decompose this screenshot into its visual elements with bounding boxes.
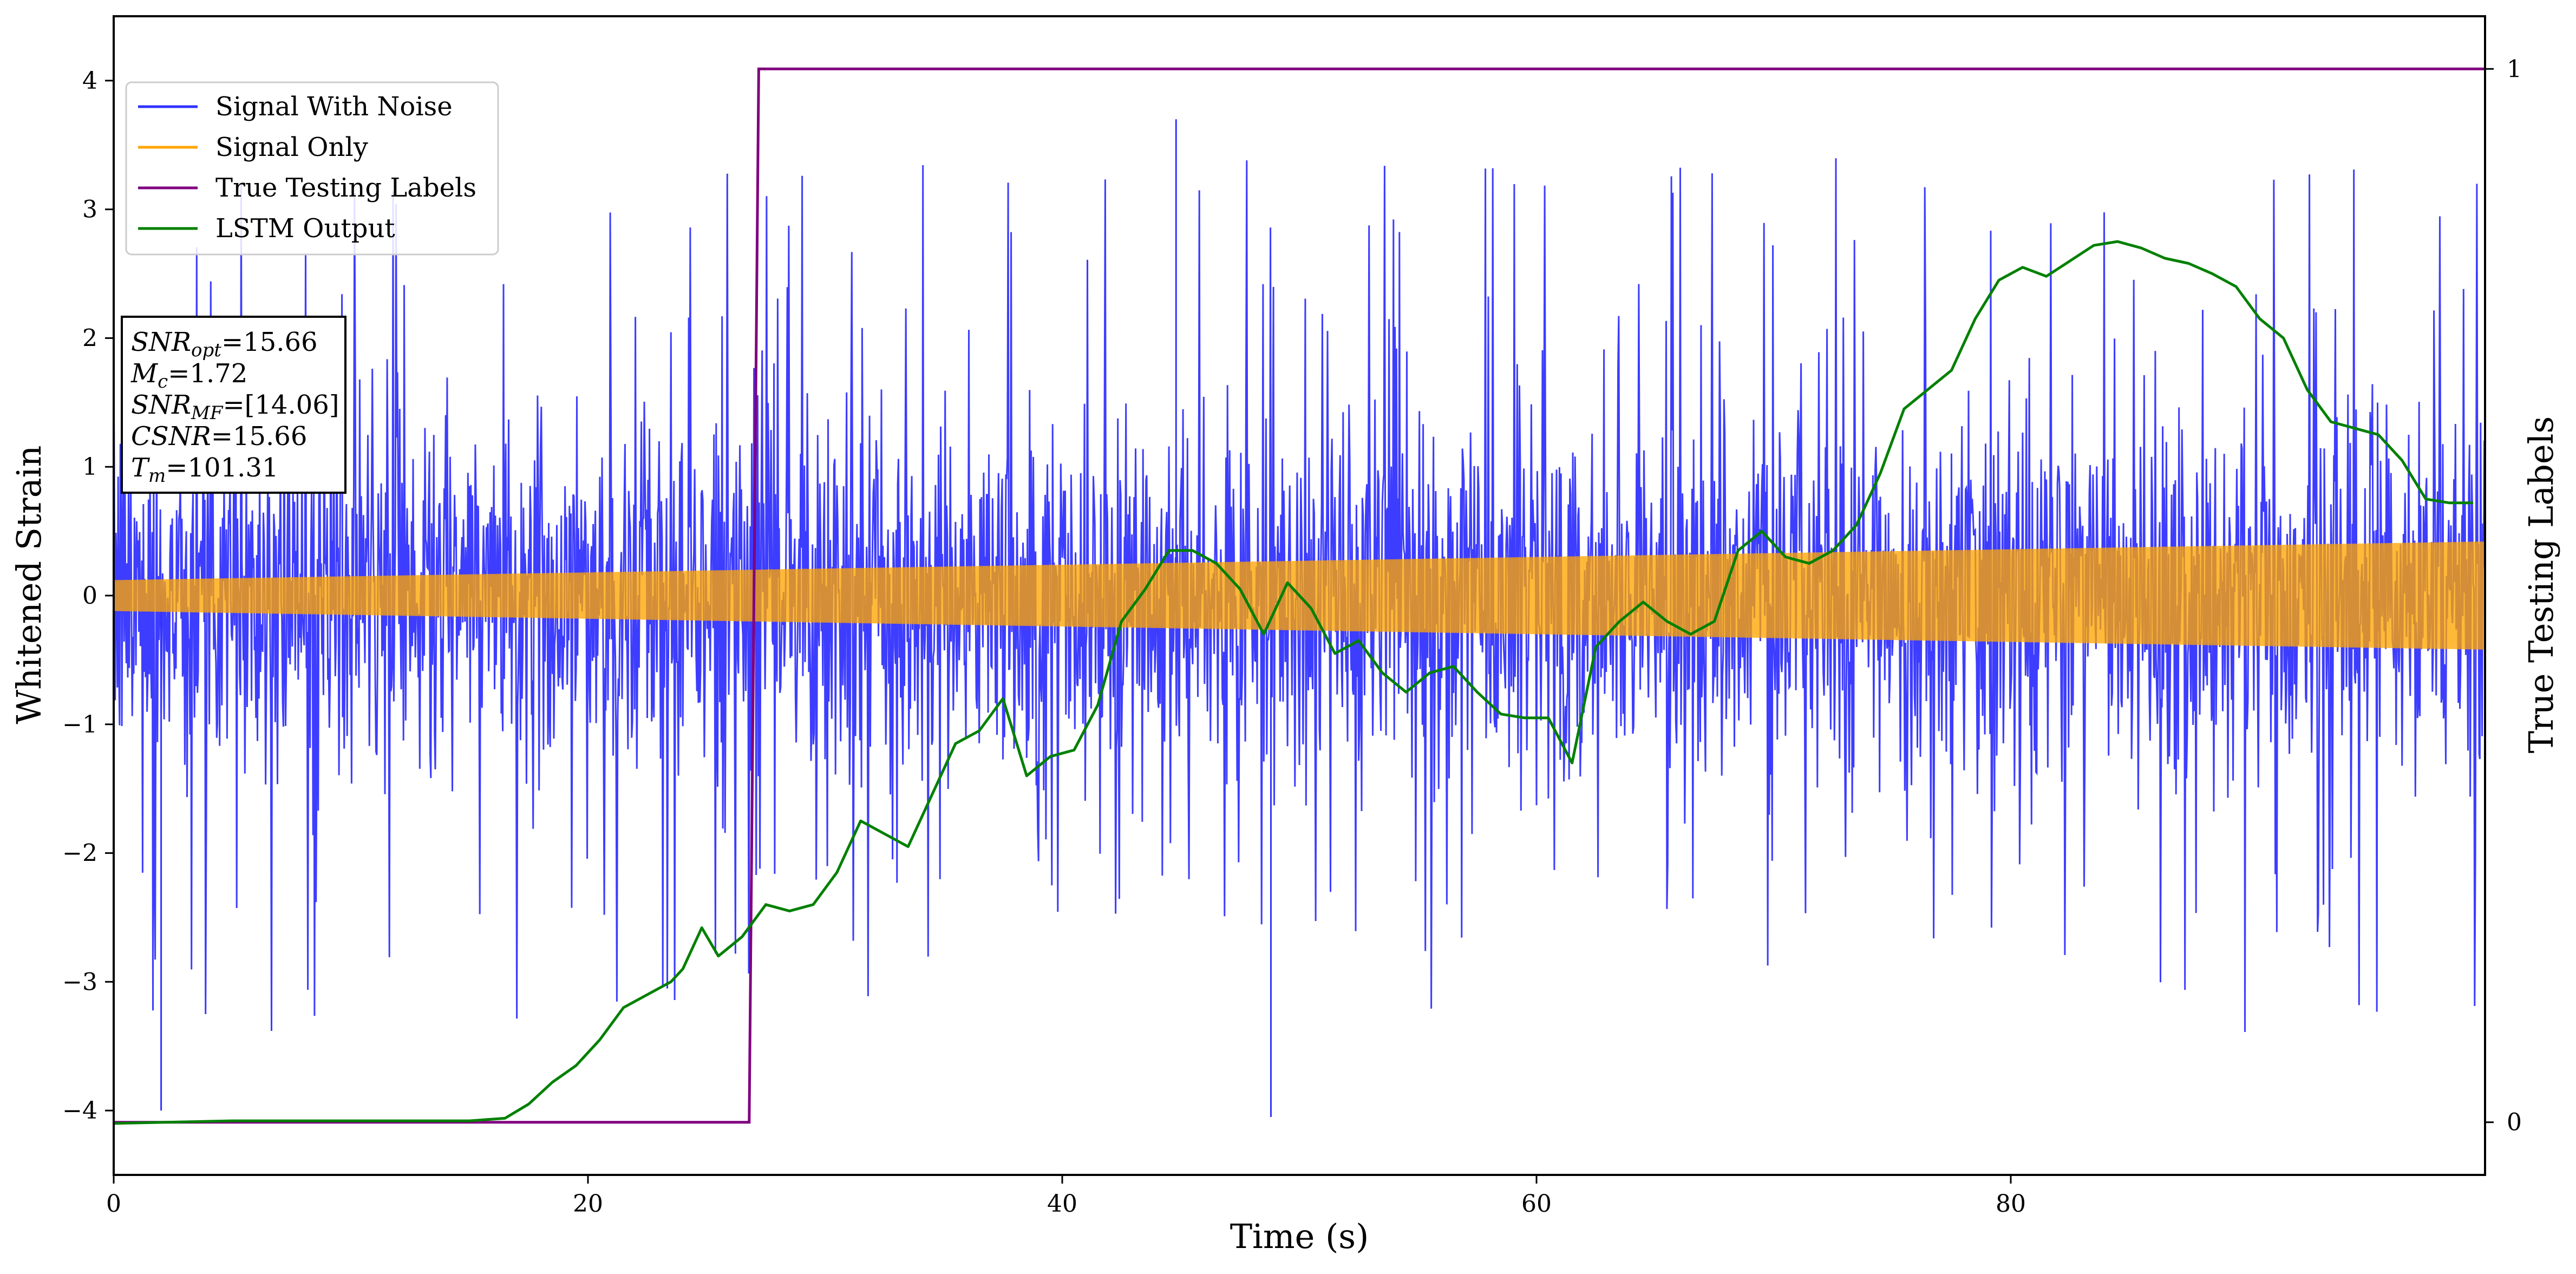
info-box-frame [121, 316, 346, 494]
y-tick-label: −4 [62, 1097, 97, 1125]
y-tick-label: −2 [62, 840, 97, 867]
legend-label: True Testing Labels [215, 173, 476, 203]
y-axis-right-title: True Testing Labels [2521, 416, 2561, 754]
x-tick-label: 20 [573, 1190, 603, 1218]
plot-area [113, 67, 2486, 1125]
y-axis-title: Whitened Strain [9, 446, 49, 724]
y-tick-label: −1 [62, 711, 97, 739]
x-tick-label: 80 [1996, 1190, 2026, 1218]
x-tick-label: 0 [106, 1190, 121, 1218]
info-mc: Mc=1.72 [130, 358, 247, 393]
legend-item-lstm-output: LSTM Output [138, 213, 395, 244]
info-snr-mf: SNRMF=[14.06] [131, 390, 339, 424]
legend-label: Signal With Noise [215, 92, 453, 122]
y-tick-label: 3 [82, 196, 97, 224]
y-tick-label: 0 [82, 582, 97, 610]
y-tick-label: 1 [82, 453, 97, 481]
info-csnr: CSNR=15.66 [131, 421, 307, 452]
y-right-tick-label: 1 [2507, 55, 2522, 83]
series-signal-only [113, 541, 2486, 650]
series-signal-with-noise [113, 158, 2486, 1033]
legend-item-signal-only: Signal Only [138, 132, 368, 162]
legend-item-true-testing-labels: True Testing Labels [138, 173, 476, 203]
x-axis-title: Time (s) [1230, 1217, 1369, 1256]
legend-frame [125, 81, 499, 256]
x-tick-label: 60 [1521, 1190, 1552, 1218]
x-tick-label: 40 [1047, 1190, 1077, 1218]
series-lstm-output [113, 240, 2474, 1125]
legend-item-signal-with-noise: Signal With Noise [138, 92, 453, 122]
y-right-tick-label: 0 [2507, 1109, 2522, 1136]
legend-label: LSTM Output [215, 213, 395, 244]
y-tick-label: 4 [82, 67, 97, 95]
y-tick-label: −3 [62, 968, 97, 996]
info-snr-opt: SNRopt=15.66 [131, 327, 318, 361]
series-true-testing-labels [114, 67, 2485, 1124]
legend: Signal With Noise Signal Only True Testi… [125, 81, 499, 256]
legend-label: Signal Only [215, 132, 368, 162]
info-box: SNRopt=15.66 Mc=1.72 SNRMF=[14.06] CSNR=… [121, 316, 346, 494]
y-tick-label: 2 [82, 324, 97, 352]
info-tm: Tm=101.31 [131, 453, 278, 487]
